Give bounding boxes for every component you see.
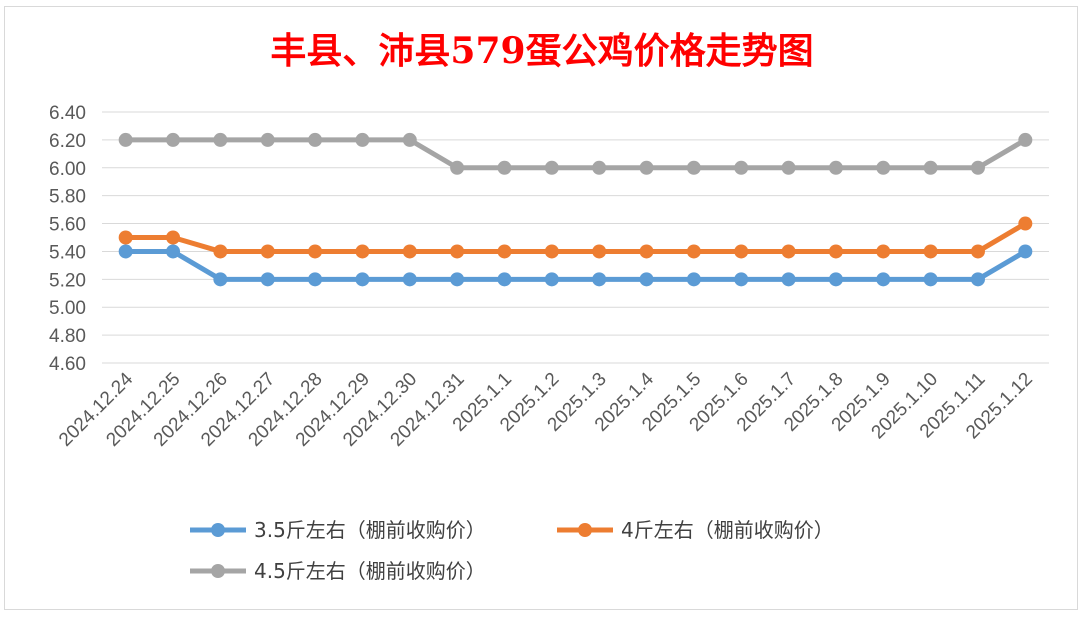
y-tick-label: 5.80 [49, 187, 86, 208]
data-point [592, 272, 607, 287]
legend-label: 4.5斤左右（棚前收购价） [254, 559, 486, 583]
data-point [876, 272, 891, 287]
series-line [125, 248, 1027, 282]
data-point [639, 244, 654, 259]
y-tick-label: 5.00 [49, 298, 86, 319]
y-tick-label: 5.20 [49, 270, 86, 291]
y-tick-label: 6.40 [49, 103, 86, 124]
data-point [497, 272, 512, 287]
data-point [592, 244, 607, 259]
legend-item: 3.5斤左右（棚前收购价） [190, 518, 486, 542]
data-point [970, 272, 985, 287]
data-point [876, 244, 891, 259]
data-point [260, 272, 275, 287]
data-point [1018, 216, 1033, 231]
data-point [355, 244, 370, 259]
chart-frame [4, 6, 1078, 610]
data-point [828, 244, 843, 259]
y-tick-label: 5.40 [49, 242, 86, 263]
data-point [118, 244, 133, 259]
data-point [686, 272, 701, 287]
y-tick-label: 5.60 [49, 215, 86, 236]
data-point [781, 160, 796, 175]
data-point [260, 132, 275, 147]
data-point [308, 272, 323, 287]
data-point [402, 272, 417, 287]
data-point [828, 272, 843, 287]
data-point [639, 272, 654, 287]
data-point [1018, 132, 1033, 147]
legend-marker [211, 564, 225, 578]
data-point [1018, 244, 1033, 259]
data-point [118, 230, 133, 245]
y-tick-label: 6.00 [49, 159, 86, 180]
y-tick-label: 4.60 [49, 354, 86, 375]
data-point [450, 160, 465, 175]
series-line [125, 221, 1027, 254]
data-point [923, 244, 938, 259]
data-point [923, 272, 938, 287]
series-2 [118, 132, 1033, 175]
data-point [355, 272, 370, 287]
data-point [260, 244, 275, 259]
series-0 [118, 244, 1033, 287]
gridlines [102, 111, 1049, 364]
data-point [166, 132, 181, 147]
data-point [544, 272, 559, 287]
data-point [923, 160, 938, 175]
data-point [308, 132, 323, 147]
series-1 [118, 216, 1033, 259]
series-lines [118, 132, 1033, 287]
legend-marker [578, 523, 592, 537]
data-point [734, 272, 749, 287]
chart-title: 丰县、沛县579蛋公鸡价格走势图 [270, 30, 814, 72]
y-tick-label: 4.80 [49, 326, 86, 347]
legend-item: 4斤左右（棚前收购价） [557, 518, 834, 542]
data-point [402, 244, 417, 259]
data-point [213, 132, 228, 147]
data-point [497, 160, 512, 175]
data-point [355, 132, 370, 147]
data-point [876, 160, 891, 175]
data-point [592, 160, 607, 175]
data-point [781, 272, 796, 287]
data-point [734, 244, 749, 259]
data-point [213, 272, 228, 287]
data-point [639, 160, 654, 175]
legend-marker [211, 523, 225, 537]
data-point [450, 244, 465, 259]
series-line [125, 137, 1027, 171]
data-point [497, 244, 512, 259]
data-point [544, 244, 559, 259]
data-point [308, 244, 323, 259]
data-point [970, 244, 985, 259]
x-axis-ticks: 2024.12.242024.12.252024.12.262024.12.27… [55, 368, 1037, 450]
legend-item: 4.5斤左右（棚前收购价） [190, 559, 486, 583]
y-axis-ticks: 6.40 6.20 6.00 5.80 5.60 5.40 5.20 5.00 4.80 4.60 [49, 103, 86, 375]
data-point [166, 244, 181, 259]
legend-label: 3.5斤左右（棚前收购价） [254, 518, 486, 542]
data-point [970, 160, 985, 175]
data-point [781, 244, 796, 259]
y-tick-label: 6.20 [49, 131, 86, 152]
data-point [213, 244, 228, 259]
data-point [402, 132, 417, 147]
data-point [686, 244, 701, 259]
data-point [828, 160, 843, 175]
data-point [686, 160, 701, 175]
data-point [544, 160, 559, 175]
data-point [166, 230, 181, 245]
data-point [450, 272, 465, 287]
legend-label: 4斤左右（棚前收购价） [621, 518, 834, 542]
legend: 3.5斤左右（棚前收购价） 4斤左右（棚前收购价） 4.5斤左右（棚前收购价） [190, 518, 834, 583]
data-point [118, 132, 133, 147]
data-point [734, 160, 749, 175]
